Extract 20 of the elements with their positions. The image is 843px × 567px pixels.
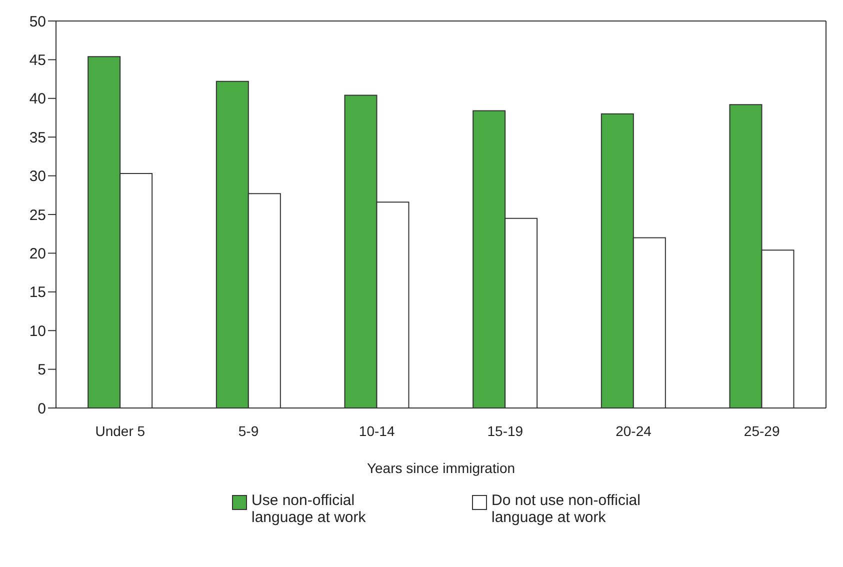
y-tick-label: 50 [29, 13, 46, 30]
y-tick-label: 5 [38, 362, 46, 379]
x-tick-label: 10-14 [358, 422, 395, 439]
y-tick-label: 15 [29, 284, 46, 302]
x-axis-title: Years since immigration [366, 460, 516, 476]
x-tick-label: Under 5 [95, 422, 146, 439]
y-tick-label: 30 [29, 168, 46, 186]
y-tick-label: 40 [29, 90, 46, 108]
x-tick-label: 25-29 [744, 422, 780, 439]
y-tick-label: 45 [29, 52, 46, 70]
x-tick-label: 5-9 [238, 422, 259, 439]
y-tick-label: 0 [38, 400, 46, 418]
y-tick-label: 35 [29, 129, 46, 146]
legend-label: Use non-official language at work [252, 492, 367, 526]
y-tick-label: 25 [29, 206, 46, 224]
legend-label: Do not use non-official language at work [492, 492, 642, 526]
y-tick-label: 10 [29, 322, 46, 340]
x-tick-label: 20-24 [616, 422, 652, 439]
x-tick-label: 15-19 [487, 422, 524, 439]
y-tick-label: 20 [29, 246, 46, 263]
